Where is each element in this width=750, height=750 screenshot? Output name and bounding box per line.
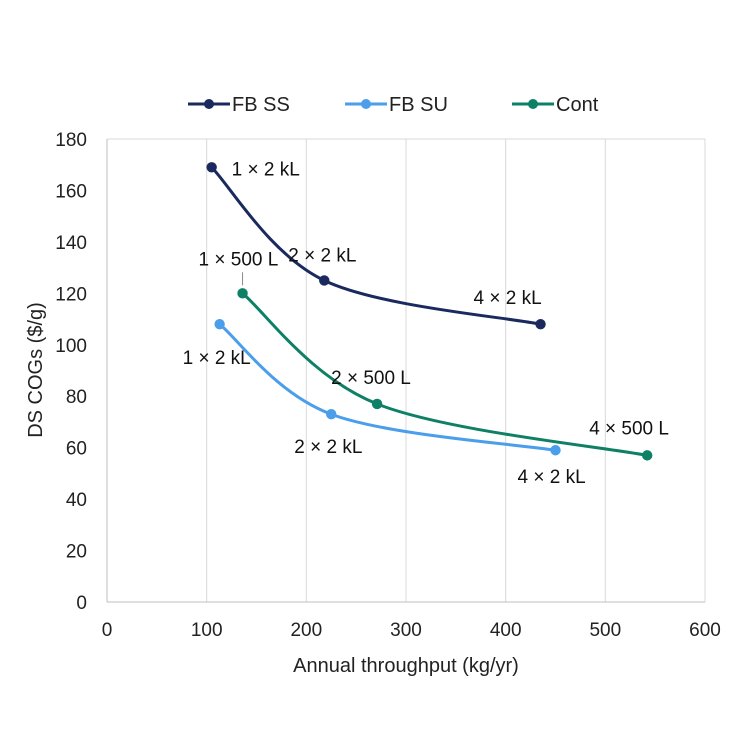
y-tick-label: 80 xyxy=(66,387,87,408)
legend-label: FB SU xyxy=(389,94,448,116)
axes xyxy=(106,139,705,603)
x-tick-labels: 0 100 200 300 400 500 600 xyxy=(102,620,721,641)
data-point xyxy=(550,445,561,456)
data-point xyxy=(535,319,546,330)
y-tick-label: 20 xyxy=(66,542,87,563)
legend-label: FB SS xyxy=(232,94,290,116)
point-labels: 1 × 2 kL 2 × 2 kL 4 × 2 kL 1 × 2 kL 2 × 2 kL… xyxy=(183,159,669,488)
y-tick-label: 120 xyxy=(55,284,87,305)
data-label: 4 × 2 kL xyxy=(474,288,542,309)
data-point xyxy=(237,288,248,299)
data-label: 1 × 2 kL xyxy=(183,348,251,369)
data-point xyxy=(371,398,383,410)
data-point xyxy=(641,450,653,461)
data-label: 1 × 500 L xyxy=(199,249,279,270)
x-tick-label: 0 xyxy=(102,620,113,641)
y-tick-labels: 0 20 40 60 80 100 120 140 160 180 xyxy=(55,130,87,614)
legend-swatch-marker xyxy=(361,99,371,109)
series-line xyxy=(241,292,648,457)
data-label: 2 × 2 kL xyxy=(294,437,362,458)
x-tick-label: 200 xyxy=(290,620,322,641)
y-tick-label: 40 xyxy=(66,490,87,511)
data-label: 2 × 2 kL xyxy=(288,245,356,266)
legend: FB SS FB SU Cont xyxy=(188,94,599,116)
y-axis-title: DS COGs ($/g) xyxy=(25,302,47,438)
series-line xyxy=(218,323,556,452)
x-tick-label: 300 xyxy=(390,620,422,641)
y-tick-label: 0 xyxy=(76,593,87,614)
y-tick-label: 160 xyxy=(55,181,87,202)
grid-lines xyxy=(107,138,706,602)
data-label: 1 × 2 kL xyxy=(232,159,300,180)
y-tick-label: 100 xyxy=(55,336,87,357)
series-group xyxy=(206,162,653,461)
data-label: 4 × 2 kL xyxy=(518,467,586,488)
x-axis-title: Annual throughput (kg/yr) xyxy=(293,655,519,677)
x-tick-label: 500 xyxy=(589,620,621,641)
data-point xyxy=(319,275,330,286)
data-point xyxy=(206,162,217,173)
data-point xyxy=(326,409,337,420)
x-tick-label: 400 xyxy=(490,620,522,641)
legend-swatch-marker xyxy=(204,99,214,109)
x-tick-label: 600 xyxy=(689,620,721,641)
legend-label: Cont xyxy=(556,94,599,116)
data-point xyxy=(214,319,225,330)
y-tick-label: 180 xyxy=(55,130,87,151)
y-tick-label: 140 xyxy=(55,233,87,254)
data-label: 4 × 500 L xyxy=(589,418,669,439)
x-tick-label: 100 xyxy=(191,620,223,641)
y-tick-label: 60 xyxy=(66,439,87,460)
legend-swatch-marker xyxy=(528,99,538,109)
data-label: 2 × 500 L xyxy=(331,368,411,389)
